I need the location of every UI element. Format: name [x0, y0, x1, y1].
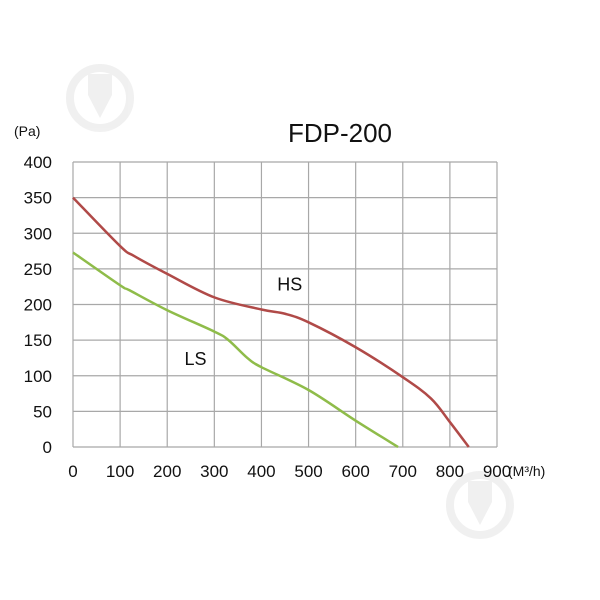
watermark-top-icon — [66, 64, 134, 132]
series-line-ls — [72, 251, 399, 449]
y-tick-label: 250 — [24, 260, 52, 279]
y-tick-label: 100 — [24, 367, 52, 386]
x-tick-label: 0 — [68, 462, 77, 481]
x-tick-label: 100 — [106, 462, 134, 481]
y-tick-label: 150 — [24, 331, 52, 350]
y-axis-label: (Pa) — [14, 123, 40, 139]
x-tick-label: 700 — [389, 462, 417, 481]
series-label-ls: LS — [184, 349, 206, 369]
y-tick-label: 50 — [33, 402, 52, 421]
y-tick-label: 200 — [24, 296, 52, 315]
x-tick-label: 900 — [483, 462, 511, 481]
x-axis-label: (M³/h) — [508, 463, 545, 479]
x-tick-label: 600 — [341, 462, 369, 481]
y-tick-label: 0 — [43, 438, 52, 457]
x-tick-label: 800 — [436, 462, 464, 481]
y-tick-label: 300 — [24, 224, 52, 243]
x-tick-label: 400 — [247, 462, 275, 481]
series-label-hs: HS — [277, 274, 302, 294]
watermark-bottom-icon — [446, 471, 514, 539]
series-line-hs — [72, 196, 470, 448]
x-tick-label: 200 — [153, 462, 181, 481]
x-tick-label: 500 — [294, 462, 322, 481]
y-tick-label: 400 — [24, 153, 52, 172]
chart-title: FDP-200 — [288, 118, 392, 148]
y-tick-label: 350 — [24, 189, 52, 208]
x-tick-label: 300 — [200, 462, 228, 481]
